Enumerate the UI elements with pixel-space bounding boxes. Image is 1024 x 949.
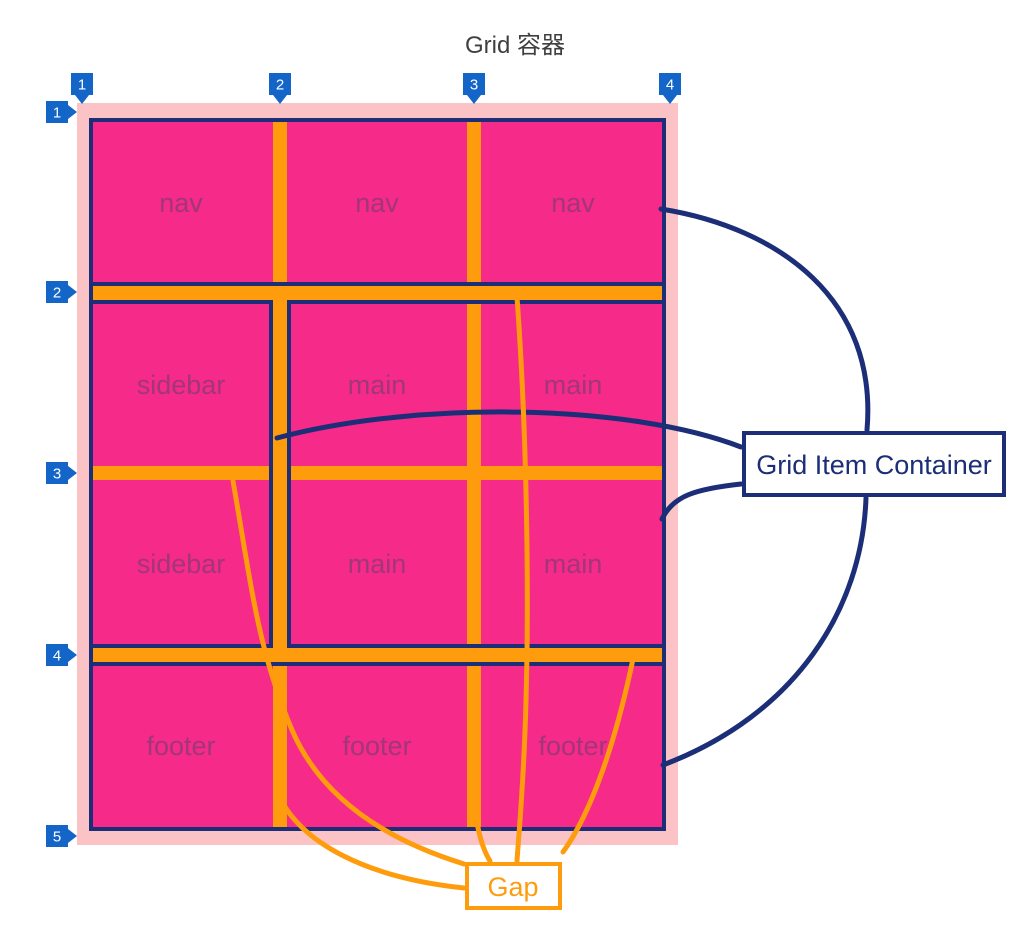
grid-item-container-callout-box [742, 431, 1006, 497]
row-marker-number: 5 [53, 829, 61, 846]
sidebar-label: sidebar [137, 549, 226, 579]
column-marker-number: 2 [276, 77, 284, 94]
row-marker-number: 4 [53, 648, 61, 665]
row-marker-number: 3 [53, 466, 61, 483]
gap-callout-box [465, 862, 562, 910]
gap-connector-footer-column-gap-2 [469, 767, 493, 864]
sidebar-item-border [89, 300, 273, 648]
connector-callout-to-grid-edge [659, 481, 744, 522]
gap-connector-row-gap-2 [230, 478, 467, 867]
gap-connector-footer-column-gap-1 [274, 789, 467, 891]
main-label: main [544, 549, 603, 579]
row-gap-stripe-1 [91, 286, 664, 300]
connector-footer-to-callout [660, 495, 869, 768]
item-borders [89, 118, 666, 831]
row-line-marker-2 [46, 281, 77, 303]
cell-labels: nav nav nav sidebar sidebar main main ma… [137, 188, 608, 761]
gap-callout-label: Gap [487, 872, 538, 902]
column-marker-number: 4 [666, 77, 674, 94]
footer-item-border [89, 662, 666, 831]
main-item-border [287, 300, 666, 648]
gap-connector-row-gap-3 [560, 656, 636, 855]
row-marker-number: 1 [53, 105, 61, 122]
footer-label: footer [146, 731, 215, 761]
gap-callout: Gap [465, 862, 562, 910]
nav-item-border [89, 118, 666, 286]
grid-item-container-callout-label: Grid Item Container [756, 450, 992, 480]
row-line-marker-3 [46, 462, 77, 484]
column-line-marker-1 [71, 73, 93, 104]
nav-item-fill [89, 118, 666, 286]
row-gap-stripe-3 [91, 648, 664, 662]
nav-label: nav [551, 188, 595, 218]
main-label: main [544, 370, 603, 400]
main-label: main [348, 549, 407, 579]
row-line-marker-5 [46, 825, 77, 847]
row-marker-number: 2 [53, 285, 61, 302]
row-gap-stripe-2 [91, 466, 664, 480]
column-line-marker-4 [659, 73, 681, 104]
item-connectors [274, 206, 871, 768]
footer-label: footer [538, 731, 607, 761]
column-line-marker-2 [269, 73, 291, 104]
row-line-marker-4 [46, 644, 77, 666]
footer-item-fill [89, 662, 666, 831]
sidebar-label: sidebar [137, 370, 226, 400]
gap-connector-row-gap-1 [514, 294, 530, 864]
gap-stripes [91, 120, 664, 829]
gap-connectors [230, 294, 636, 891]
nav-label: nav [355, 188, 399, 218]
footer-label: footer [342, 731, 411, 761]
connector-nav-to-callout [658, 206, 871, 433]
row-line-marker-1 [46, 101, 77, 123]
main-label: main [348, 370, 407, 400]
column-marker-number: 3 [470, 77, 478, 94]
column-line-marker-3 [463, 73, 485, 104]
grid-item-container-callout: Grid Item Container [742, 431, 1006, 497]
line-number-markers [46, 73, 681, 847]
column-marker-number: 1 [78, 77, 86, 94]
line-number-marker-labels: 1 2 3 4 1 2 3 4 5 [53, 77, 674, 846]
nav-label: nav [159, 188, 203, 218]
page-title: Grid 容器 [465, 32, 565, 59]
